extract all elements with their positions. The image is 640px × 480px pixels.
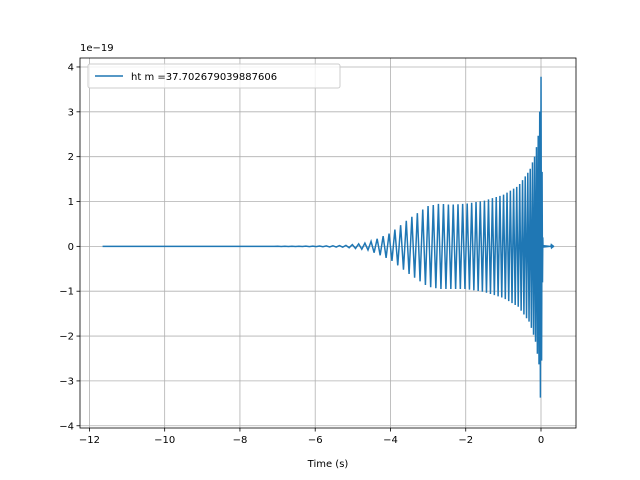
x-tick-label: −10 — [154, 435, 175, 446]
x-tick-label: 0 — [538, 435, 544, 446]
x-axis: −12 −10 −8 −6 −4 −2 0 — [79, 428, 544, 446]
x-tick-label: −6 — [308, 435, 323, 446]
y-tick-label: 3 — [68, 107, 74, 118]
plot-area — [102, 76, 555, 398]
y-offset-text: 1e−19 — [80, 43, 114, 54]
x-tick-label: −8 — [233, 435, 248, 446]
y-tick-label: 1 — [68, 197, 74, 208]
x-tick-label: −12 — [79, 435, 100, 446]
series-line — [102, 76, 555, 398]
grid — [80, 58, 576, 428]
y-tick-label: −3 — [59, 376, 74, 387]
y-tick-label: 4 — [68, 62, 74, 73]
legend-entry-label: ht m =37.702679039887606 — [131, 72, 277, 83]
axes-frame — [79, 57, 577, 429]
y-axis: −4 −3 −2 −1 0 1 2 3 4 — [59, 62, 80, 432]
y-tick-label: 0 — [68, 242, 74, 253]
legend: ht m =37.702679039887606 — [87, 63, 341, 89]
y-tick-label: −4 — [59, 421, 74, 432]
x-tick-label: −2 — [458, 435, 473, 446]
x-tick-label: −4 — [383, 435, 398, 446]
y-tick-label: 2 — [68, 152, 74, 163]
x-axis-label: Time (s) — [307, 459, 349, 470]
legend-box — [87, 63, 341, 89]
y-tick-label: −2 — [59, 332, 74, 343]
y-tick-label: −1 — [59, 287, 74, 298]
